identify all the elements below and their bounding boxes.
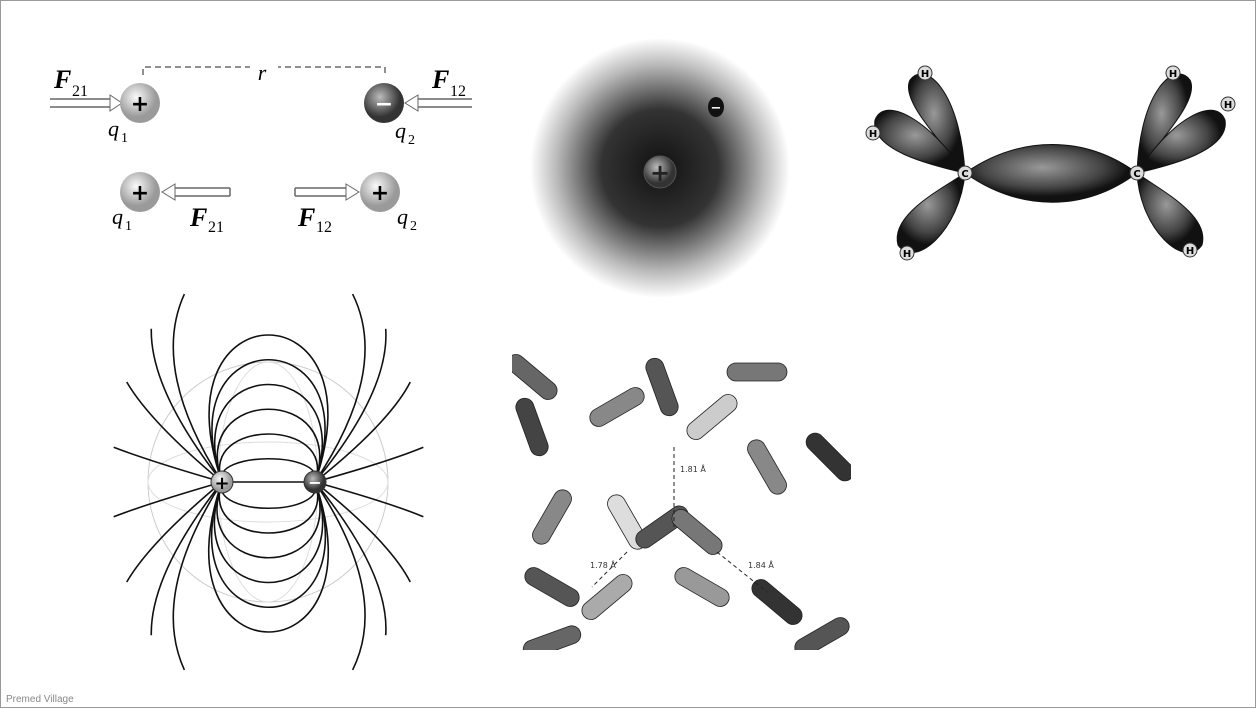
- force-label: F: [431, 65, 449, 94]
- nucleus-sign: +: [650, 159, 670, 187]
- atom-label: H: [1169, 69, 1177, 80]
- distance-label: 1.84 Å: [748, 559, 774, 570]
- atom-label: C: [961, 169, 968, 180]
- negative-sign: −: [308, 473, 321, 492]
- charge-label: q: [395, 118, 406, 143]
- atom-label: H: [1186, 246, 1194, 257]
- force-subscript: 21: [72, 83, 88, 100]
- force-subscript: 21: [208, 219, 224, 236]
- electron-sign: −: [711, 101, 722, 116]
- force-label: F: [297, 203, 315, 232]
- atom-label: H: [869, 129, 877, 140]
- charge-label: q: [397, 204, 408, 229]
- charge-sign: +: [131, 181, 149, 206]
- charge-sign: −: [375, 92, 393, 117]
- charge-subscript: 2: [410, 219, 417, 234]
- atom-panel: + −: [530, 38, 790, 298]
- distance-label: 1.81 Å: [680, 463, 706, 474]
- charge-subscript: 2: [408, 133, 415, 148]
- force-label: F: [189, 203, 207, 232]
- distance-label: r: [258, 60, 267, 85]
- footer: Premed Village: [6, 694, 74, 705]
- atom-label: H: [1224, 100, 1232, 111]
- charge-subscript: 1: [125, 219, 132, 234]
- atom-label: H: [903, 249, 911, 260]
- charge-label: q: [112, 204, 123, 229]
- force-subscript: 12: [316, 219, 332, 236]
- force-subscript: 12: [450, 83, 466, 100]
- force-label: F: [53, 65, 71, 94]
- distance-label: 1.78 Å: [590, 559, 616, 570]
- charge-sign: +: [371, 181, 389, 206]
- water-panel: 1.81 Å 1.78 Å 1.84 Å: [503, 347, 857, 661]
- atom-label: C: [1133, 169, 1140, 180]
- charge-subscript: 1: [121, 131, 128, 146]
- charge-label: q: [108, 116, 119, 141]
- charge-sign: +: [131, 92, 149, 117]
- positive-sign: +: [214, 473, 229, 494]
- water-stick: [727, 363, 787, 381]
- atom-label: H: [921, 69, 929, 80]
- slide: r + F 21 q 1 − F 12 q 2 + F 21 q 1 + F 1…: [0, 0, 1256, 708]
